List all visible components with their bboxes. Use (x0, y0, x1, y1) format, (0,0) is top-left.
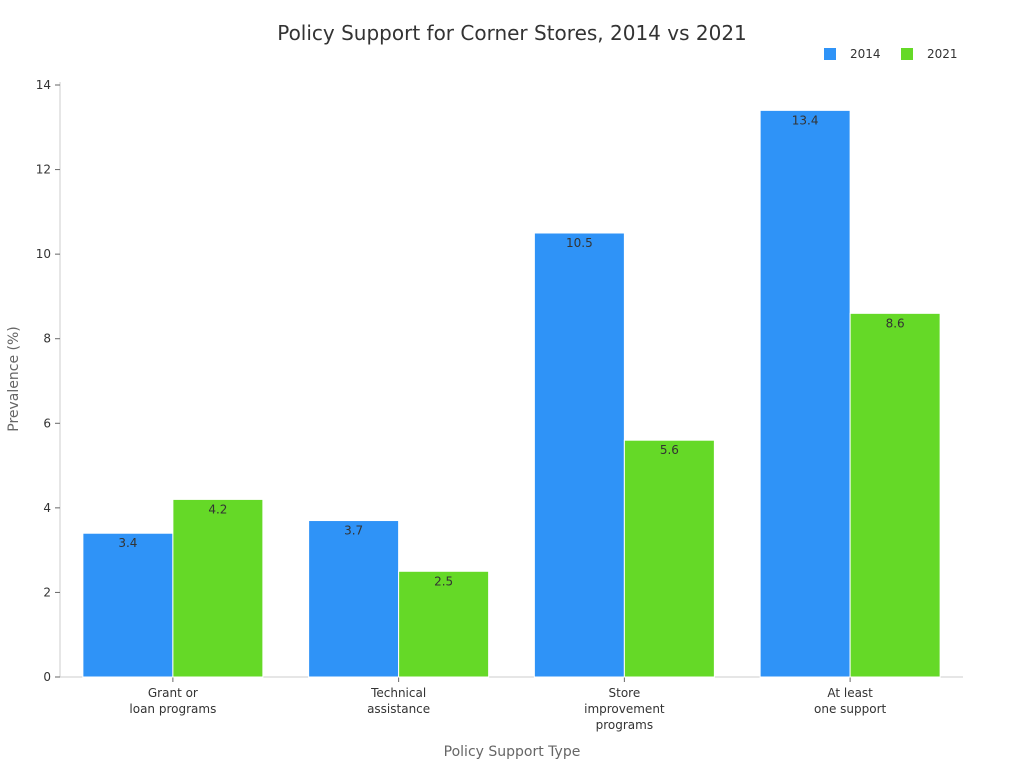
x-tick-label-line: Technical (370, 686, 426, 700)
bar-2021-1 (398, 570, 490, 678)
y-tick-label: 2 (43, 585, 51, 599)
bar-2014-0 (82, 532, 174, 678)
y-tick-label: 10 (36, 247, 51, 261)
y-axis: 0 2 4 6 8 10 12 14 (36, 78, 61, 684)
y-tick-label: 0 (43, 670, 51, 684)
data-label: 5.6 (660, 443, 679, 457)
bar-2014-2 (533, 232, 625, 678)
data-label: 10.5 (566, 236, 593, 250)
y-tick-label: 12 (36, 163, 51, 177)
y-axis-title: Prevalence (%) (6, 326, 22, 432)
legend-label: 2014 (850, 47, 881, 61)
data-label: 4.2 (208, 502, 227, 516)
data-label: 8.6 (886, 316, 905, 330)
y-tick-label: 14 (36, 78, 51, 92)
bar-2014-1 (308, 520, 400, 678)
x-tick-label-line: improvement (584, 702, 665, 716)
x-tick-label: At least one support (814, 686, 887, 716)
data-labels: 3.4 4.2 3.7 2.5 10.5 5.6 13.4 8.6 (118, 113, 904, 588)
legend-label: 2021 (927, 47, 958, 61)
x-tick-label-line: Grant or (148, 686, 198, 700)
x-tick-label: Technical assistance (367, 686, 430, 716)
data-label: 3.7 (344, 524, 363, 538)
x-tick-label: Grant or loan programs (129, 686, 216, 716)
x-tick-label-line: At least (827, 686, 873, 700)
data-label: 13.4 (792, 113, 819, 127)
x-tick-label-line: programs (596, 718, 653, 732)
data-label: 3.4 (118, 536, 137, 550)
bars (82, 109, 941, 678)
bar-2014-3 (759, 109, 851, 678)
x-tick-label-line: assistance (367, 702, 430, 716)
x-tick-label: Store improvement programs (584, 686, 665, 732)
legend-swatch (901, 48, 913, 60)
x-axis-title: Policy Support Type (444, 744, 581, 760)
legend-swatch (824, 48, 836, 60)
bar-2021-0 (172, 498, 264, 678)
x-tick-label-line: Store (609, 686, 641, 700)
chart-title: Policy Support for Corner Stores, 2014 v… (277, 21, 747, 45)
bar-2021-3 (849, 312, 941, 678)
x-tick-label-line: one support (814, 702, 887, 716)
legend: 2014 2021 (824, 47, 958, 61)
data-label: 2.5 (434, 574, 453, 588)
y-tick-label: 8 (43, 332, 51, 346)
bar-2021-2 (623, 439, 715, 678)
y-tick-label: 4 (43, 501, 51, 515)
y-tick-label: 6 (43, 416, 51, 430)
x-axis: Grant or loan programs Technical assistance… (60, 676, 963, 732)
x-tick-label-line: loan programs (129, 702, 216, 716)
